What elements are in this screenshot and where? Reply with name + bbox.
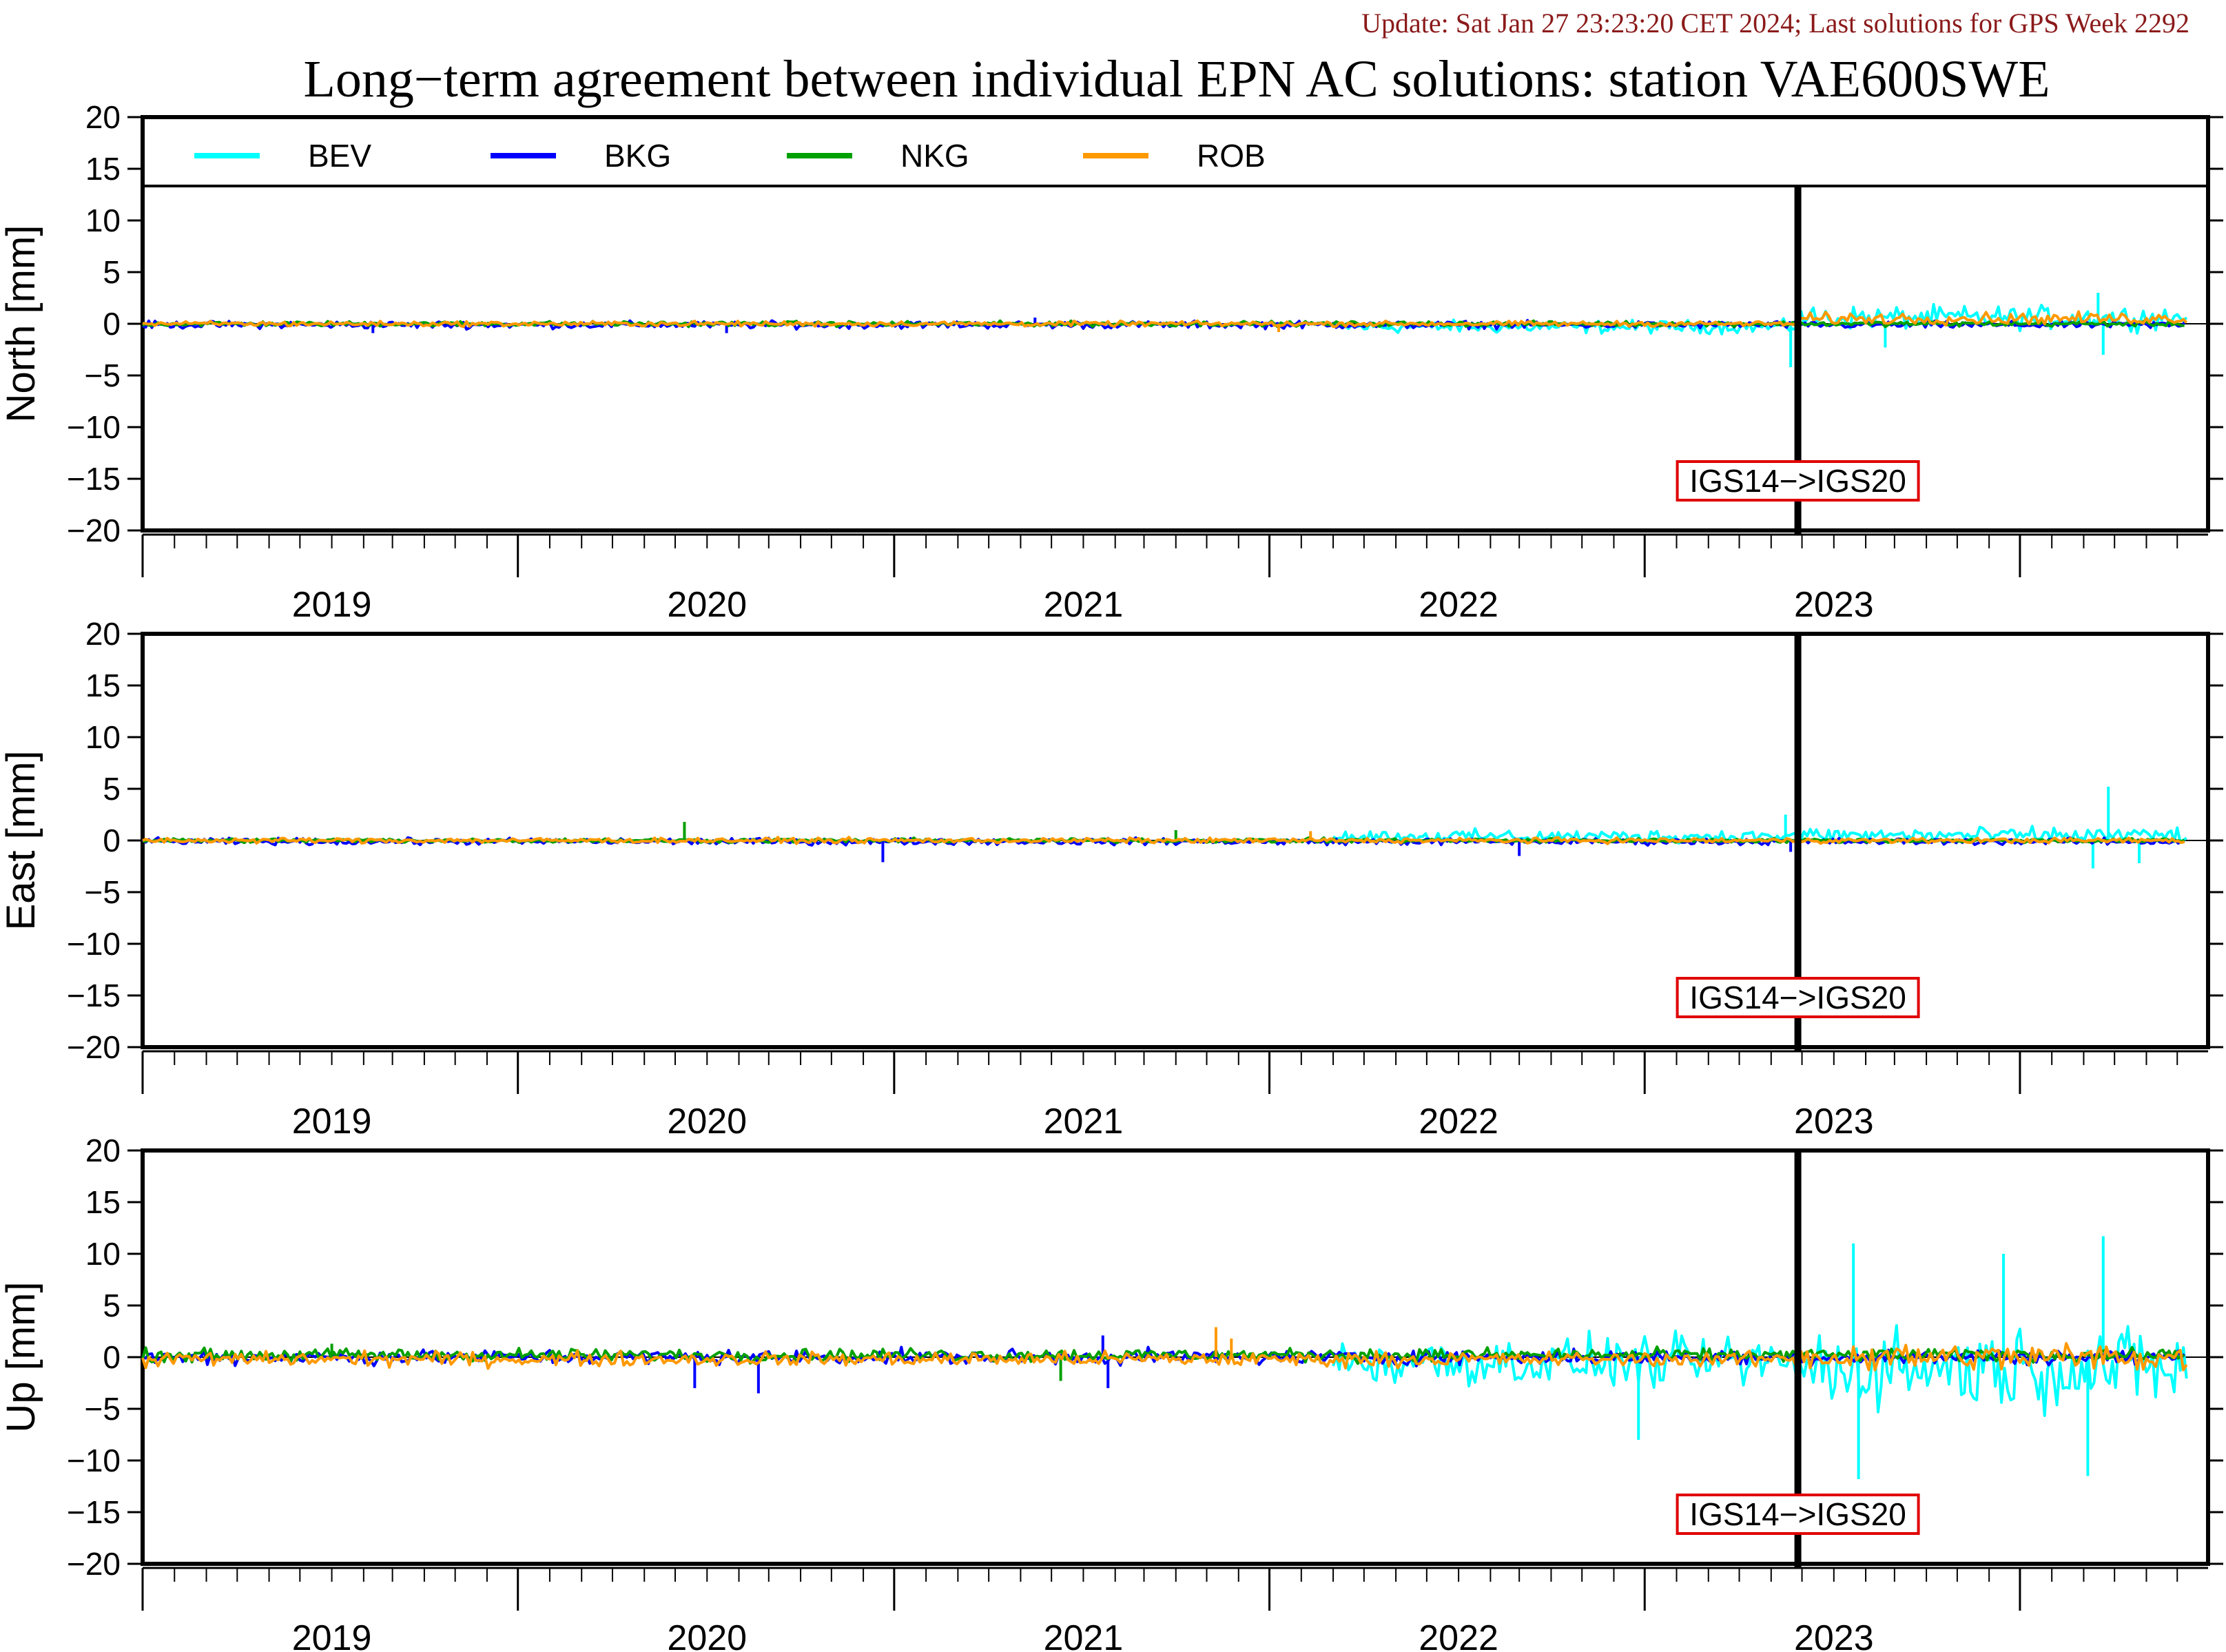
x-tick-label: 2020: [667, 1102, 747, 1142]
x-tick-label: 2023: [1794, 1102, 1874, 1142]
y-tick-label: −20: [67, 513, 121, 548]
y-tick-label: 20: [85, 99, 121, 135]
y-tick-label: 5: [103, 771, 121, 807]
annotation-box: [1676, 460, 1920, 502]
panel-up: 20 15 10 5 0 −5 −10 −15 −20 Up [mm] 2019 2020 2021 20…: [0, 1133, 2223, 1652]
legend-background: [145, 120, 2205, 185]
y-tick-label: −5: [85, 874, 121, 910]
y-tick-label: 15: [85, 151, 121, 187]
x-tick-label: 2019: [292, 1618, 372, 1652]
x-tick-label: 2023: [1794, 585, 1874, 625]
y-tick-label: −5: [85, 358, 121, 393]
y-tick-label: 0: [103, 1339, 121, 1375]
chart-title: Long−term agreement between individual E…: [303, 50, 2050, 108]
panel-north: 20 15 10 5 0 −5 −10 −15 −20 North [mm] 2019 2020 202…: [0, 99, 2223, 625]
y-axis-label: East [mm]: [0, 750, 43, 930]
series-rob: [141, 1342, 2188, 1372]
panel-east: 20 15 10 5 0 −5 −10 −15 −20 East [mm] 2019 2020 2021…: [0, 616, 2223, 1142]
y-tick-label: 10: [85, 203, 121, 238]
annotation-box: [1676, 1494, 1920, 1535]
update-text: Update: Sat Jan 27 23:23:20 CET 2024; La…: [1361, 8, 2189, 39]
annotation-label: IGS14−>IGS20: [1689, 463, 1906, 499]
legend-label-nkg: NKG: [900, 138, 969, 174]
annotation-label: IGS14−>IGS20: [1689, 980, 1906, 1015]
annotation-label: IGS14−>IGS20: [1689, 1496, 1906, 1532]
legend-label-bev: BEV: [308, 138, 371, 174]
y-tick-label: −5: [85, 1391, 121, 1427]
y-tick-label: 20: [85, 1133, 121, 1168]
y-tick-label: 0: [103, 823, 121, 858]
series-nkg: [141, 1345, 2185, 1365]
y-tick-label: −20: [67, 1029, 121, 1065]
x-tick-label: 2019: [292, 1102, 372, 1142]
x-tick-label: 2021: [1044, 1618, 1124, 1652]
series-bev: [1332, 1324, 2188, 1417]
y-tick-label: 15: [85, 668, 121, 703]
y-tick-label: −10: [67, 1443, 121, 1478]
y-tick-label: 15: [85, 1184, 121, 1220]
y-tick-label: −10: [67, 926, 121, 962]
x-tick-label: 2022: [1419, 1618, 1498, 1652]
y-tick-label: 10: [85, 719, 121, 755]
x-tick-label: 2023: [1794, 1618, 1874, 1652]
y-tick-label: 5: [103, 254, 121, 290]
legend-label-bkg: BKG: [604, 138, 671, 174]
y-tick-label: 0: [103, 306, 121, 342]
annotation-box: [1676, 977, 1920, 1018]
y-tick-label: 10: [85, 1236, 121, 1272]
series-rob: [142, 836, 2185, 845]
legend-label-rob: ROB: [1197, 138, 1266, 174]
x-tick-label: 2022: [1419, 585, 1498, 625]
x-tick-label: 2021: [1044, 1102, 1124, 1142]
y-tick-label: −20: [67, 1546, 121, 1582]
y-axis-label: North [mm]: [0, 225, 43, 423]
y-axis-label: Up [mm]: [0, 1281, 43, 1432]
y-tick-label: −15: [67, 978, 121, 1013]
y-tick-label: −15: [67, 461, 121, 497]
y-tick-label: −10: [67, 409, 121, 445]
y-tick-label: 20: [85, 616, 121, 652]
y-tick-label: 5: [103, 1288, 121, 1323]
x-tick-label: 2020: [667, 585, 747, 625]
x-tick-label: 2022: [1419, 1102, 1498, 1142]
x-tick-label: 2019: [292, 585, 372, 625]
y-tick-label: −15: [67, 1494, 121, 1530]
series-rob: [142, 310, 2188, 329]
x-tick-label: 2021: [1044, 585, 1124, 625]
x-tick-label: 2020: [667, 1618, 747, 1652]
